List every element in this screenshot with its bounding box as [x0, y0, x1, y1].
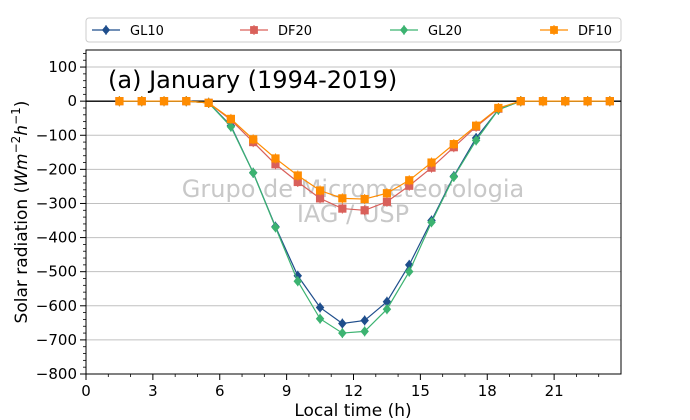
y-tick-label: −100 — [36, 126, 77, 144]
x-tick-label: 0 — [81, 382, 91, 400]
y-axis: −800 −700 −600 −500 −400 −300 −200 −100 0 100 — [36, 53, 86, 383]
data-point-df10 — [494, 103, 503, 113]
data-point-gl20 — [315, 313, 325, 324]
x-axis: 0 3 6 9 12 15 18 21 — [81, 374, 600, 400]
data-point-gl10 — [360, 315, 369, 326]
data-point-df10 — [583, 97, 592, 106]
data-point-gl20 — [271, 222, 280, 233]
watermark-line-2: IAG / USP — [297, 200, 409, 228]
data-point-df10 — [182, 97, 191, 106]
legend-label-df10: DF10 — [578, 24, 612, 39]
x-axis-title: Local time (h) — [294, 401, 411, 420]
legend-marker-gl20 — [399, 25, 409, 35]
data-point-gl20 — [427, 217, 436, 228]
data-point-df10 — [159, 97, 169, 106]
data-point-df10 — [405, 176, 414, 185]
y-tick-label: 0 — [67, 92, 77, 110]
chart-title: (a) January (1994-2019) — [108, 66, 397, 94]
data-point-df10 — [226, 114, 235, 123]
y-tick-label: −400 — [36, 229, 77, 247]
legend-marker-df20 — [250, 26, 258, 34]
data-point-df10 — [315, 186, 325, 195]
y-tick-label: −500 — [36, 263, 77, 281]
y-tick-label: −600 — [36, 297, 77, 315]
x-tick-label: 21 — [545, 382, 564, 400]
data-point-df10 — [360, 194, 369, 204]
x-tick-label: 12 — [344, 382, 363, 400]
data-point-df10 — [137, 97, 146, 106]
data-point-df10 — [449, 140, 458, 149]
data-point-df10 — [605, 97, 614, 106]
y-tick-label: −200 — [36, 160, 77, 178]
x-tick-label: 18 — [478, 382, 497, 400]
legend: GL10 DF20 GL20 DF10 — [85, 17, 622, 43]
data-point-df10 — [293, 171, 302, 180]
data-point-gl10 — [315, 302, 325, 313]
data-point-gl20 — [471, 135, 481, 146]
y-tick-label: −800 — [36, 365, 77, 383]
data-point-df20 — [338, 204, 347, 213]
y-tick-label: 100 — [48, 58, 77, 76]
y-tick-label: −700 — [36, 331, 77, 349]
data-point-df10 — [271, 154, 280, 163]
data-point-df10 — [204, 98, 213, 107]
x-tick-label: 3 — [148, 382, 158, 400]
data-point-df10 — [427, 158, 436, 167]
data-point-df10 — [472, 121, 481, 130]
x-tick-label: 6 — [215, 382, 225, 400]
x-tick-label: 15 — [411, 382, 430, 400]
x-tick-label: 9 — [282, 382, 292, 400]
data-point-df20 — [315, 194, 325, 203]
data-point-gl10 — [338, 318, 347, 329]
legend-marker-df10 — [550, 26, 558, 34]
legend-label-df20: DF20 — [278, 24, 312, 39]
data-point-gl20 — [226, 121, 236, 132]
data-point-gl20 — [404, 266, 414, 277]
data-point-gl20 — [360, 326, 369, 337]
data-point-df10 — [561, 97, 570, 106]
data-point-gl20 — [449, 171, 459, 182]
data-point-df10 — [115, 97, 124, 106]
data-point-gl20 — [338, 328, 347, 339]
legend-marker-gl10 — [101, 25, 111, 35]
data-point-df10 — [538, 97, 548, 106]
data-point-df20 — [360, 206, 369, 215]
data-point-df20 — [382, 197, 392, 206]
watermark: Grupo de Micrometeorologia IAG / USP — [182, 175, 524, 228]
y-tick-label: −300 — [36, 194, 77, 212]
data-point-gl20 — [293, 276, 303, 287]
legend-label-gl10: GL10 — [130, 24, 164, 39]
data-point-gl20 — [382, 304, 392, 315]
data-point-df10 — [249, 135, 258, 144]
data-point-df10 — [516, 97, 525, 106]
data-point-df10 — [338, 194, 347, 203]
series-df10 — [115, 96, 614, 205]
data-series — [115, 96, 615, 339]
y-axis-title: Solar radiation (Wm−2h−1) — [9, 101, 32, 324]
legend-box — [85, 17, 622, 43]
legend-label-gl20: GL20 — [428, 24, 462, 39]
data-point-df10 — [382, 189, 392, 198]
data-point-gl20 — [248, 167, 258, 178]
